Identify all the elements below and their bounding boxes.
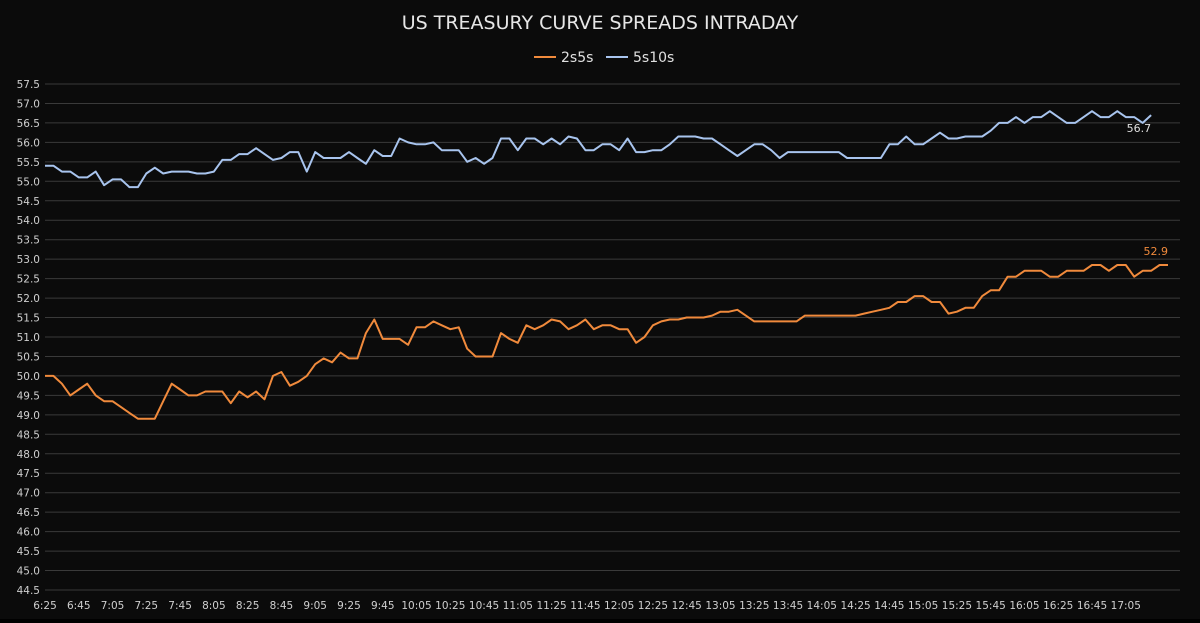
x-tick-label: 16:25	[1043, 600, 1073, 612]
x-tick-label: 6:45	[67, 600, 91, 612]
x-tick-label: 14:05	[807, 600, 837, 612]
end-value-label-2s5s: 52.9	[1144, 245, 1169, 258]
x-tick-label: 9:25	[337, 600, 361, 612]
x-tick-label: 7:25	[135, 600, 159, 612]
y-tick-label: 50.0	[17, 371, 40, 383]
y-tick-label: 48.0	[17, 449, 40, 461]
x-tick-label: 13:45	[773, 600, 803, 612]
y-tick-label: 49.0	[17, 410, 40, 422]
x-tick-label: 15:25	[942, 600, 972, 612]
x-tick-label: 10:25	[435, 600, 465, 612]
chart-title: US TREASURY CURVE SPREADS INTRADAY	[402, 12, 799, 34]
x-tick-label: 9:05	[303, 600, 327, 612]
x-tick-label: 8:45	[270, 600, 294, 612]
end-labels: 52.9 56.7	[1127, 122, 1168, 258]
y-tick-label: 49.5	[17, 390, 40, 402]
y-tick-label: 52.5	[17, 274, 40, 286]
y-tick-label: 53.5	[17, 235, 40, 247]
legend-label-5s10s: 5s10s	[633, 50, 674, 66]
y-tick-label: 50.5	[17, 351, 40, 363]
x-tick-label: 16:05	[1009, 600, 1039, 612]
x-tick-label: 14:45	[874, 600, 904, 612]
x-tick-label: 15:45	[976, 600, 1006, 612]
end-value-label-5s10s: 56.7	[1127, 122, 1152, 135]
y-tick-label: 57.0	[17, 98, 40, 110]
y-tick-label: 55.0	[17, 176, 40, 188]
y-tick-label: 47.5	[17, 468, 40, 480]
series-line-2s5s	[45, 264, 1168, 420]
x-tick-label: 9:45	[371, 600, 395, 612]
y-tick-label: 45.0	[17, 566, 40, 578]
x-tick-label: 13:25	[739, 600, 769, 612]
chart-legend: 2s5s 5s10s	[534, 50, 674, 66]
x-tick-label: 8:25	[236, 600, 260, 612]
x-tick-label: 10:45	[469, 600, 499, 612]
y-tick-label: 55.5	[17, 157, 40, 169]
x-tick-label: 12:05	[604, 600, 634, 612]
y-tick-label: 54.5	[17, 196, 40, 208]
y-tick-label: 56.0	[17, 137, 40, 149]
x-tick-label: 12:45	[672, 600, 702, 612]
y-tick-label: 54.0	[17, 215, 40, 227]
y-tick-label: 51.0	[17, 332, 40, 344]
y-tick-label: 46.0	[17, 527, 40, 539]
x-tick-label: 14:25	[840, 600, 870, 612]
x-tick-label: 11:45	[570, 600, 600, 612]
x-tick-label: 12:25	[638, 600, 668, 612]
y-tick-label: 45.5	[17, 546, 40, 558]
y-tick-label: 56.5	[17, 118, 40, 130]
y-tick-label: 51.5	[17, 313, 40, 325]
x-tick-label: 10:05	[401, 600, 431, 612]
legend-label-2s5s: 2s5s	[561, 50, 593, 66]
y-tick-label: 57.5	[17, 79, 40, 91]
x-tick-label: 7:05	[101, 600, 125, 612]
y-tick-label: 47.0	[17, 488, 40, 500]
x-tick-label: 15:05	[908, 600, 938, 612]
y-axis: 44.5 45.0 45.5 46.0 46.5 47.0 47.5 48.0 48.5 49.0…	[17, 79, 40, 597]
y-tick-label: 52.0	[17, 293, 40, 305]
series-line-5s10s	[45, 110, 1152, 189]
y-tick-label: 53.0	[17, 254, 40, 266]
y-tick-label: 48.5	[17, 429, 40, 441]
x-tick-label: 13:05	[705, 600, 735, 612]
x-tick-label: 6:25	[33, 600, 57, 612]
x-tick-label: 11:25	[536, 600, 566, 612]
x-axis: 6:25 6:45 7:05 7:25 7:45 8:05 8:25 8:45 9:05 9:25…	[33, 600, 1141, 612]
x-tick-label: 17:05	[1111, 600, 1141, 612]
series-lines	[45, 110, 1168, 420]
x-tick-label: 7:45	[168, 600, 192, 612]
y-tick-label: 46.5	[17, 507, 40, 519]
x-tick-label: 16:45	[1077, 600, 1107, 612]
x-tick-label: 11:05	[503, 600, 533, 612]
gridlines	[45, 83, 1180, 591]
y-tick-label: 44.5	[17, 585, 40, 597]
x-tick-label: 8:05	[202, 600, 226, 612]
